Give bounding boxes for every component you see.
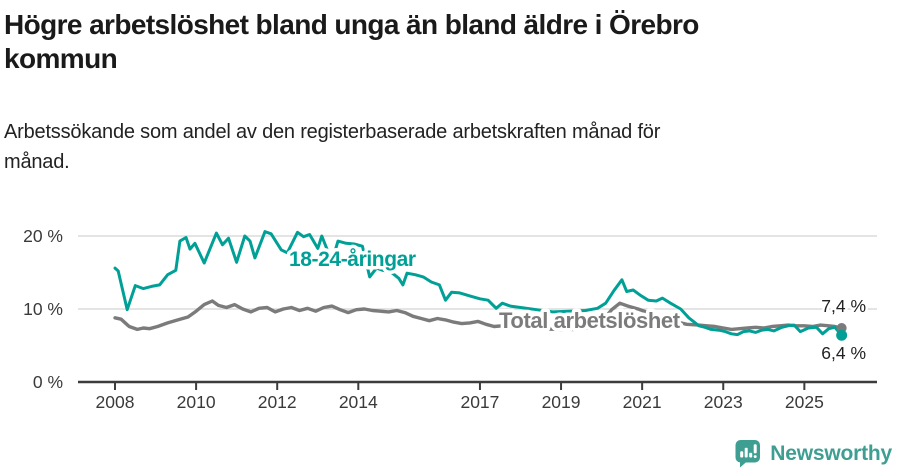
series-end-value-label: 6,4 % — [821, 343, 866, 363]
x-tick-label: 2023 — [704, 392, 743, 412]
newsworthy-logo[interactable]: Newsworthy — [734, 439, 892, 468]
x-tick-label: 2014 — [339, 392, 378, 412]
series-end-dot — [836, 329, 848, 341]
newsworthy-icon — [735, 440, 761, 468]
series-inline-label: Total arbetslöshet — [499, 308, 681, 333]
y-tick-label: 20 % — [23, 226, 63, 246]
x-tick-label: 2010 — [177, 392, 216, 412]
x-tick-label: 2008 — [96, 392, 135, 412]
x-tick-label: 2025 — [785, 392, 824, 412]
x-tick-label: 2012 — [258, 392, 297, 412]
chart-subtitle: Arbetssökande som andel av den registerb… — [4, 121, 661, 173]
y-tick-label: 10 % — [23, 299, 63, 319]
x-tick-label: 2017 — [460, 392, 499, 412]
page-title: Högre arbetslöshet bland unga än bland ä… — [4, 9, 699, 74]
x-tick-label: 2019 — [542, 392, 581, 412]
series-line — [113, 230, 844, 337]
newsworthy-wordmark: Newsworthy — [770, 441, 892, 465]
x-tick-label: 2021 — [623, 392, 662, 412]
series-end-value-label: 7,4 % — [821, 296, 866, 316]
series-inline-label: 18-24-åringar — [289, 248, 416, 271]
series-line — [113, 299, 844, 332]
y-tick-label: 0 % — [33, 372, 63, 392]
